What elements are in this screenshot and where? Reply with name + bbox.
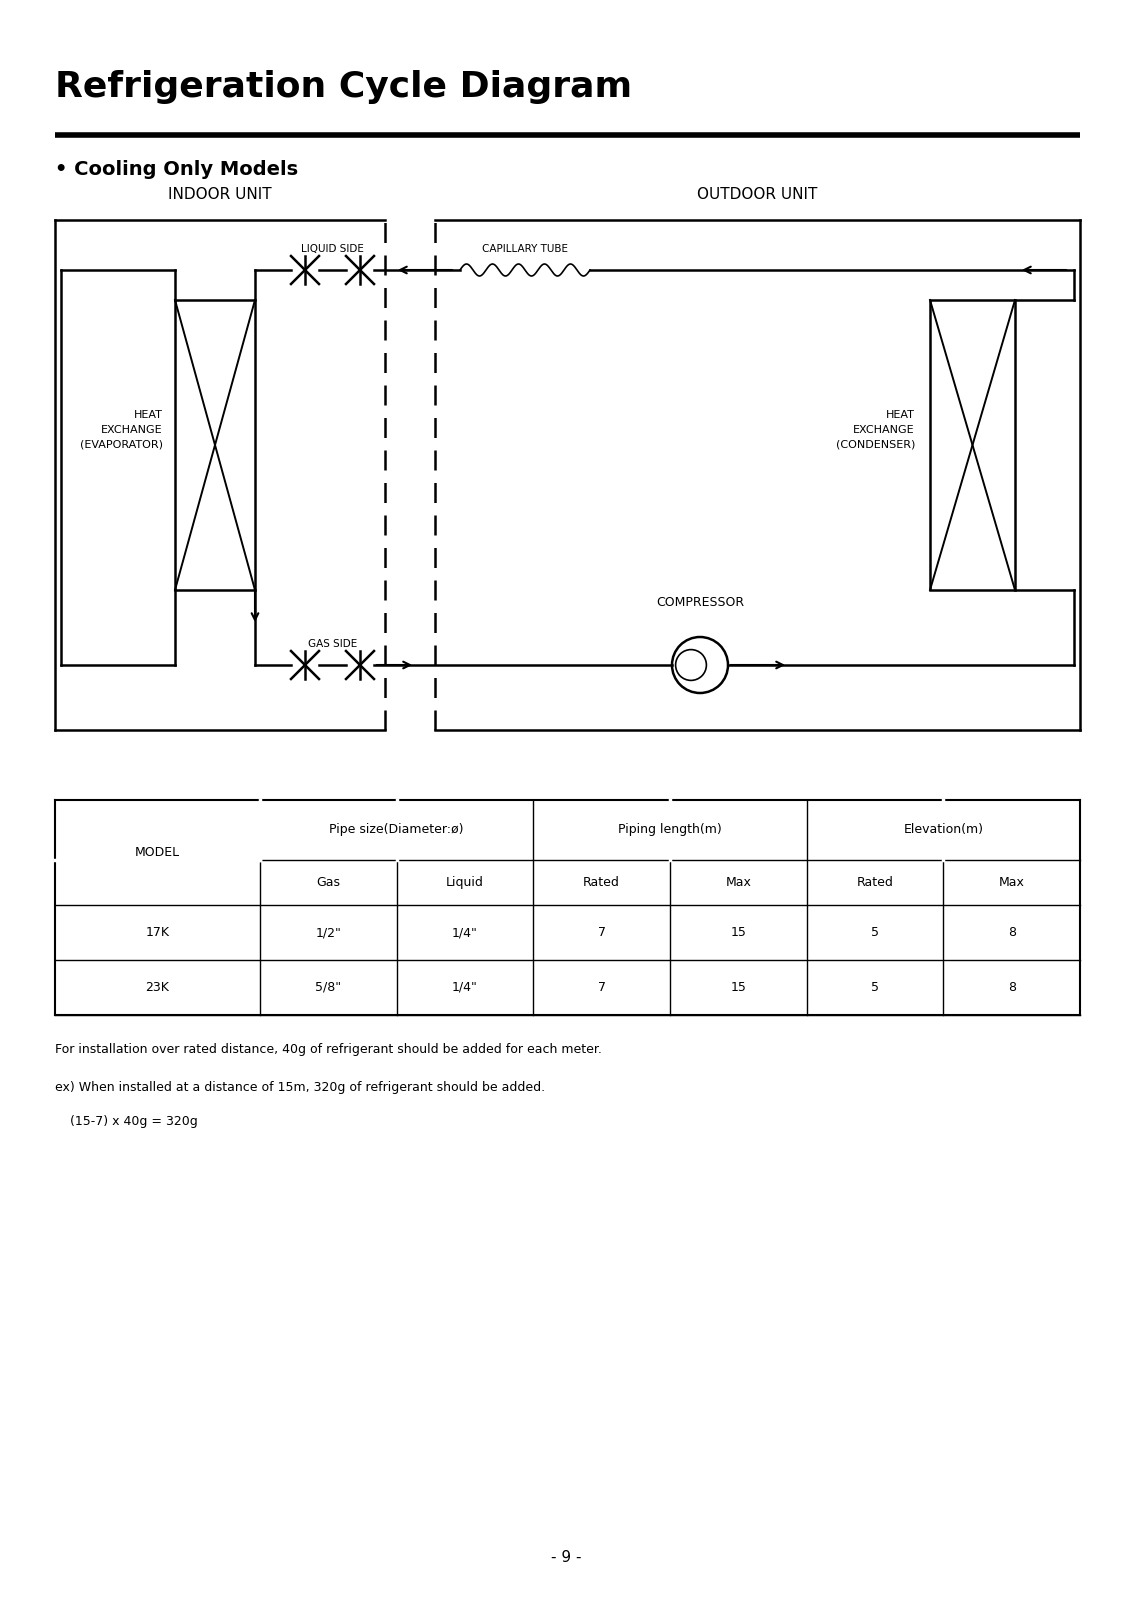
Text: HEAT
EXCHANGE
(CONDENSER): HEAT EXCHANGE (CONDENSER) (835, 410, 915, 450)
Text: • Cooling Only Models: • Cooling Only Models (55, 160, 298, 179)
Text: 7: 7 (598, 981, 606, 994)
Text: Rated: Rated (583, 877, 620, 890)
Text: ex) When installed at a distance of 15m, 320g of refrigerant should be added.: ex) When installed at a distance of 15m,… (55, 1082, 546, 1094)
Bar (931, 301, 1015, 590)
Text: 8: 8 (1007, 981, 1015, 994)
Text: HEAT
EXCHANGE
(EVAPORATOR): HEAT EXCHANGE (EVAPORATOR) (80, 410, 163, 450)
Text: - 9 -: - 9 - (551, 1550, 581, 1565)
Text: GAS SIDE: GAS SIDE (308, 638, 357, 650)
Text: MODEL: MODEL (135, 846, 180, 859)
Text: LIQUID SIDE: LIQUID SIDE (301, 243, 363, 254)
Text: Pipe size(Diameter:ø): Pipe size(Diameter:ø) (329, 824, 464, 837)
Text: COMPRESSOR: COMPRESSOR (655, 595, 744, 610)
Text: 5: 5 (871, 981, 880, 994)
Bar (175, 301, 255, 590)
Text: 1/4": 1/4" (452, 926, 478, 939)
Text: Max: Max (998, 877, 1024, 890)
Text: 5: 5 (871, 926, 880, 939)
Text: Piping length(m): Piping length(m) (618, 824, 722, 837)
Text: OUTDOOR UNIT: OUTDOOR UNIT (697, 187, 817, 202)
Text: CAPILLARY TUBE: CAPILLARY TUBE (482, 243, 568, 254)
Text: 15: 15 (730, 981, 746, 994)
Text: 15: 15 (730, 926, 746, 939)
Text: Rated: Rated (857, 877, 893, 890)
Text: Refrigeration Cycle Diagram: Refrigeration Cycle Diagram (55, 70, 632, 104)
Text: 23K: 23K (146, 981, 170, 994)
Text: Liquid: Liquid (446, 877, 484, 890)
Text: Elevation(m): Elevation(m) (903, 824, 984, 837)
Text: 1/4": 1/4" (452, 981, 478, 994)
Text: 1/2": 1/2" (316, 926, 341, 939)
Text: 17K: 17K (146, 926, 170, 939)
Text: INDOOR UNIT: INDOOR UNIT (169, 187, 272, 202)
Text: 7: 7 (598, 926, 606, 939)
Text: 5/8": 5/8" (316, 981, 342, 994)
Text: Gas: Gas (316, 877, 341, 890)
Text: For installation over rated distance, 40g of refrigerant should be added for eac: For installation over rated distance, 40… (55, 1043, 602, 1056)
Text: (15-7) x 40g = 320g: (15-7) x 40g = 320g (70, 1115, 198, 1128)
Text: 8: 8 (1007, 926, 1015, 939)
Text: Max: Max (726, 877, 752, 890)
